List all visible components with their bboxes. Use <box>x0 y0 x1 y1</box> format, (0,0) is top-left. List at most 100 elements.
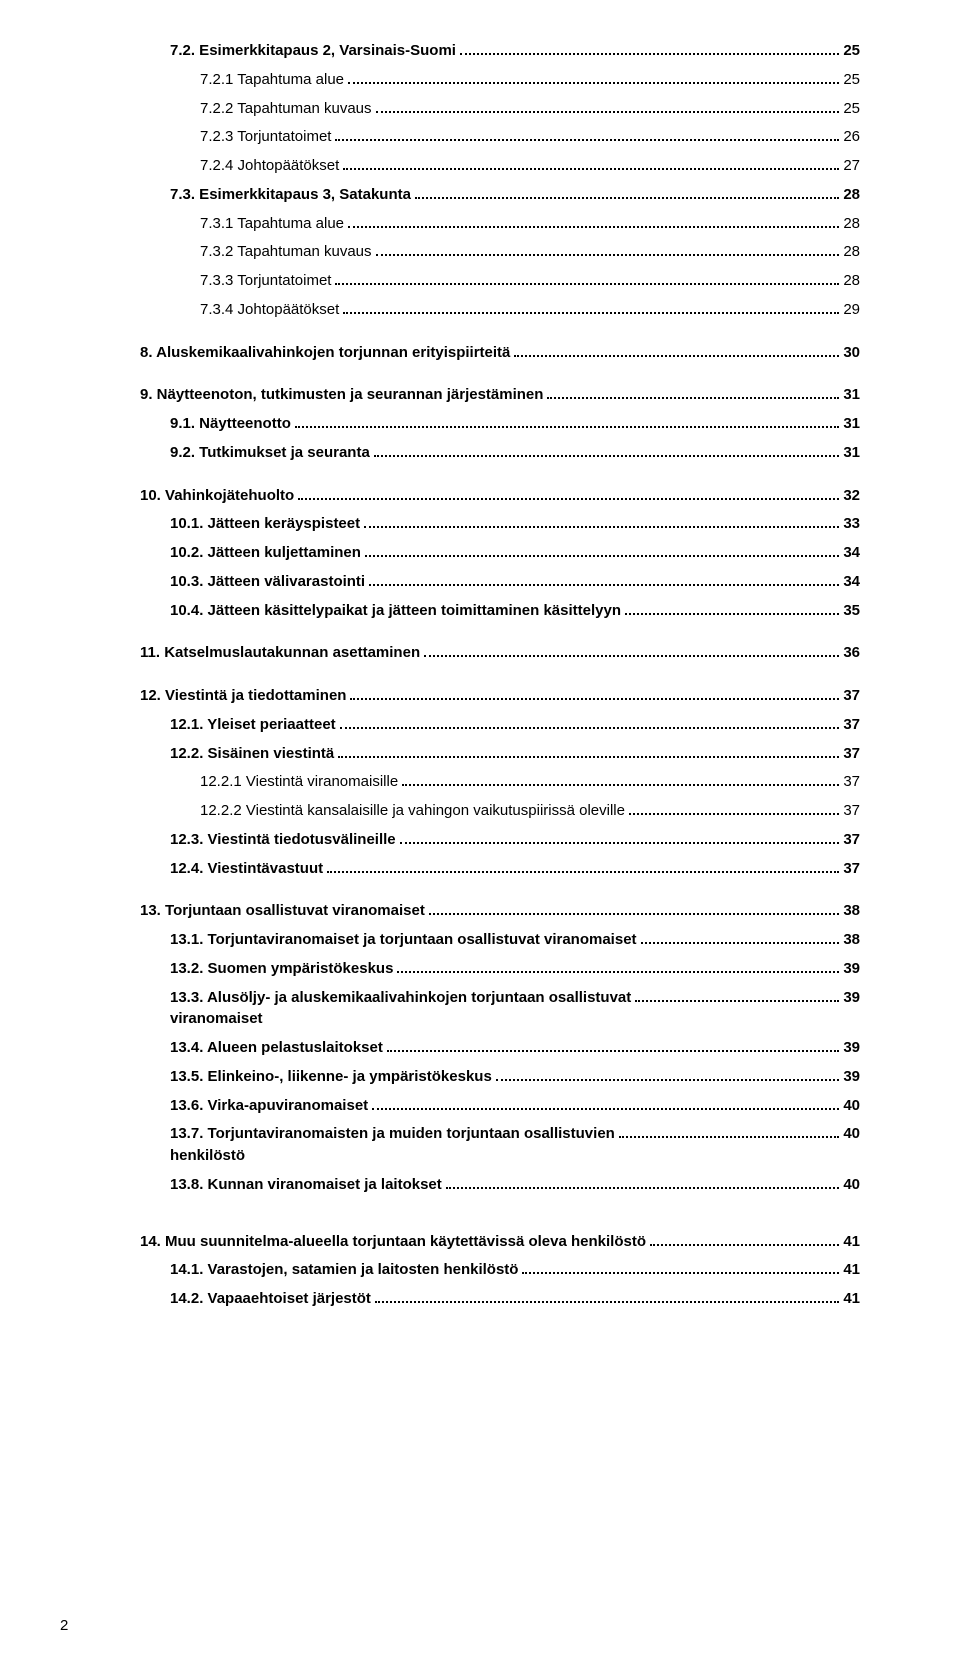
toc-label: 12.2.2 Viestintä kansalaisille ja vahing… <box>200 800 625 822</box>
toc-gap <box>140 886 860 900</box>
toc-entry: 9.1. Näytteenotto31 <box>170 413 860 435</box>
toc-leader-dots <box>619 1136 839 1138</box>
toc-leader-dots <box>348 226 839 228</box>
toc-leader-dots <box>547 397 839 399</box>
toc-leader-dots <box>335 283 839 285</box>
toc-entry: 10.2. Jätteen kuljettaminen 34 <box>170 542 860 564</box>
toc-label: 10. Vahinkojätehuolto <box>140 485 294 507</box>
toc-leader-dots <box>375 1301 839 1303</box>
toc-entry: 12.2. Sisäinen viestintä37 <box>170 743 860 765</box>
toc-page-number: 37 <box>843 771 860 793</box>
toc-entry: 10.3. Jätteen välivarastointi34 <box>170 571 860 593</box>
toc-leader-dots <box>365 555 839 557</box>
toc-entry: 7.3.1 Tapahtuma alue28 <box>200 213 860 235</box>
toc-page-number: 37 <box>843 714 860 736</box>
toc-leader-dots <box>335 139 839 141</box>
toc-entry: 12.2.1 Viestintä viranomaisille 37 <box>200 771 860 793</box>
toc-page-number: 32 <box>843 485 860 507</box>
toc-label: 7.3.4 Johtopäätökset <box>200 299 339 321</box>
toc-label: 10.1. Jätteen keräyspisteet <box>170 513 360 535</box>
toc-page-number: 33 <box>843 513 860 535</box>
toc-leader-dots <box>496 1079 840 1081</box>
toc-entry: 13. Torjuntaan osallistuvat viranomaiset… <box>140 900 860 922</box>
toc-label: 14.1. Varastojen, satamien ja laitosten … <box>170 1259 518 1281</box>
toc-label: 10.2. Jätteen kuljettaminen <box>170 542 361 564</box>
toc-page-number: 25 <box>843 69 860 91</box>
toc-entry: 13.2. Suomen ympäristökeskus39 <box>170 958 860 980</box>
toc-label: 13.7. Torjuntaviranomaisten ja muiden to… <box>170 1123 615 1167</box>
toc-label: 13. Torjuntaan osallistuvat viranomaiset <box>140 900 425 922</box>
toc-label: 13.6. Virka-apuviranomaiset <box>170 1095 368 1117</box>
toc-page-number: 35 <box>843 600 860 622</box>
toc-entry: 12.2.2 Viestintä kansalaisille ja vahing… <box>200 800 860 822</box>
toc-entry: 7.2.3 Torjuntatoimet26 <box>200 126 860 148</box>
toc-entry: 7.3.4 Johtopäätökset 29 <box>200 299 860 321</box>
toc-entry: 13.4. Alueen pelastuslaitokset39 <box>170 1037 860 1059</box>
toc-leader-dots <box>369 584 839 586</box>
toc-leader-dots <box>397 971 839 973</box>
toc-entry: 10.1. Jätteen keräyspisteet 33 <box>170 513 860 535</box>
toc-page-number: 39 <box>843 987 860 1009</box>
toc-page-number: 31 <box>843 413 860 435</box>
toc-label: 12.3. Viestintä tiedotusvälineille <box>170 829 396 851</box>
toc-leader-dots <box>374 455 840 457</box>
toc-page-number: 40 <box>843 1174 860 1196</box>
toc-label: 12. Viestintä ja tiedottaminen <box>140 685 346 707</box>
toc-page-number: 39 <box>843 958 860 980</box>
toc-page-number: 30 <box>843 342 860 364</box>
toc-entry: 11. Katselmuslautakunnan asettaminen 36 <box>140 642 860 664</box>
toc-leader-dots <box>350 698 839 700</box>
toc-label: 7.3. Esimerkkitapaus 3, Satakunta <box>170 184 411 206</box>
toc-gap <box>140 328 860 342</box>
toc-leader-dots <box>424 655 839 657</box>
toc-label: 14.2. Vapaaehtoiset järjestöt <box>170 1288 371 1310</box>
toc-entry: 13.6. Virka-apuviranomaiset 40 <box>170 1095 860 1117</box>
toc-leader-dots <box>650 1244 839 1246</box>
toc-page-number: 34 <box>843 542 860 564</box>
toc-label: 7.2.2 Tapahtuman kuvaus <box>200 98 372 120</box>
toc-leader-dots <box>376 111 840 113</box>
toc-page-number: 41 <box>843 1259 860 1281</box>
toc-page-number: 38 <box>843 900 860 922</box>
toc-page-number: 29 <box>843 299 860 321</box>
toc-leader-dots <box>343 312 839 314</box>
toc-leader-dots <box>629 813 839 815</box>
toc-page-number: 28 <box>843 241 860 263</box>
toc-entry: 13.1. Torjuntaviranomaiset ja torjuntaan… <box>170 929 860 951</box>
toc-page-number: 26 <box>843 126 860 148</box>
toc-page-number: 38 <box>843 929 860 951</box>
toc-page-number: 28 <box>843 270 860 292</box>
toc-leader-dots <box>402 784 839 786</box>
toc-page-number: 40 <box>843 1123 860 1145</box>
toc-page-number: 37 <box>843 829 860 851</box>
toc-entry: 8. Aluskemikaalivahinkojen torjunnan eri… <box>140 342 860 364</box>
toc-page-number: 28 <box>843 213 860 235</box>
toc-entry: 7.2.2 Tapahtuman kuvaus 25 <box>200 98 860 120</box>
toc-entry: 7.3. Esimerkkitapaus 3, Satakunta28 <box>170 184 860 206</box>
toc-label: 14. Muu suunnitelma-alueella torjuntaan … <box>140 1231 646 1253</box>
toc-gap <box>140 370 860 384</box>
toc-label: 7.3.2 Tapahtuman kuvaus <box>200 241 372 263</box>
toc-entry: 12.3. Viestintä tiedotusvälineille 37 <box>170 829 860 851</box>
toc-page-number: 41 <box>843 1231 860 1253</box>
toc-page-number: 37 <box>843 800 860 822</box>
toc-leader-dots <box>522 1272 839 1274</box>
toc-label: 8. Aluskemikaalivahinkojen torjunnan eri… <box>140 342 510 364</box>
toc-page-number: 25 <box>843 98 860 120</box>
toc-label: 13.3. Alusöljy- ja aluskemikaalivahinkoj… <box>170 987 631 1031</box>
toc-list: 7.2. Esimerkkitapaus 2, Varsinais-Suomi2… <box>140 40 860 1310</box>
toc-page-number: 25 <box>843 40 860 62</box>
toc-leader-dots <box>415 197 839 199</box>
toc-label: 12.4. Viestintävastuut <box>170 858 323 880</box>
toc-label: 12.2. Sisäinen viestintä <box>170 743 334 765</box>
toc-page-number: 41 <box>843 1288 860 1310</box>
toc-page-number: 40 <box>843 1095 860 1117</box>
toc-gap <box>140 1203 860 1217</box>
toc-page-number: 36 <box>843 642 860 664</box>
toc-label: 13.4. Alueen pelastuslaitokset <box>170 1037 383 1059</box>
toc-entry: 7.2.1 Tapahtuma alue25 <box>200 69 860 91</box>
toc-entry: 9.2. Tutkimukset ja seuranta31 <box>170 442 860 464</box>
toc-label: 9.2. Tutkimukset ja seuranta <box>170 442 370 464</box>
toc-label: 12.2.1 Viestintä viranomaisille <box>200 771 398 793</box>
toc-label: 11. Katselmuslautakunnan asettaminen <box>140 642 420 664</box>
